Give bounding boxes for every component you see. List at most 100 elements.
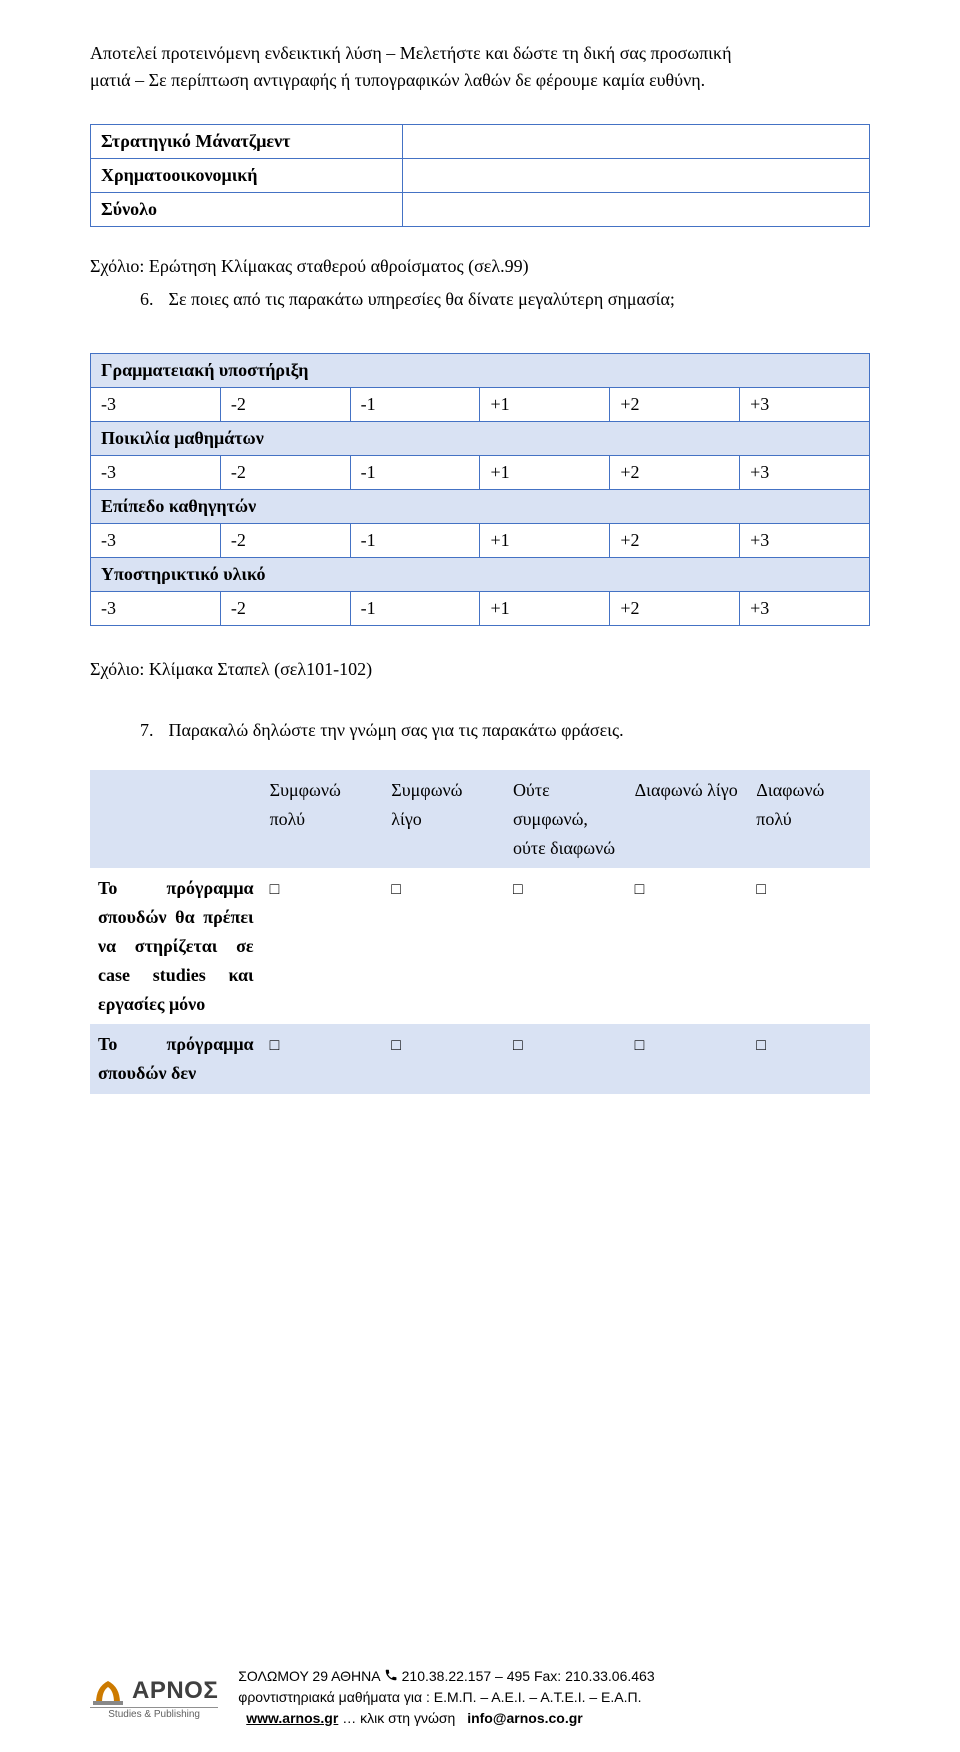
likert-table: Συμφωνώ πολύ Συμφωνώ λίγο Ούτε συμφωνώ, … [90,770,870,1094]
scale-cell: +1 [480,388,610,422]
footer-text: ΣΟΛΩΜΟΥ 29 ΑΘΗΝΑ 210.38.22.157 – 495 Fax… [238,1666,654,1728]
scale-cell: -1 [350,388,480,422]
scale-cell: -2 [220,456,350,490]
q6-number: 6. [140,286,164,313]
scale-cell: +3 [740,388,870,422]
intro-line1: Αποτελεί προτεινόμενη ενδεικτική λύση – … [90,43,732,63]
row-label: Σύνολο [91,193,403,227]
summary-table: Στρατηγικό Μάνατζμεντ Χρηματοοικονομική … [90,124,870,227]
footer-tagline: … κλικ στη γνώση [342,1710,455,1726]
checkbox-icon: □ [756,1038,766,1054]
scale-cell: +1 [480,456,610,490]
scale-cell: -3 [91,388,221,422]
checkbox-icon: □ [270,882,280,898]
likert-cell[interactable]: □ [505,868,627,1024]
scale-cell: +2 [610,388,740,422]
phone-icon [384,1667,398,1687]
likert-head: Διαφωνώ λίγο [627,770,749,868]
likert-cell[interactable]: □ [748,1024,870,1094]
row-empty [402,193,869,227]
checkbox-icon: □ [756,882,766,898]
footer-line2: φροντιστηριακά μαθήματα για : Ε.Μ.Π. – Α… [238,1687,654,1707]
table-row: Σύνολο [91,193,870,227]
likert-header-row: Συμφωνώ πολύ Συμφωνώ λίγο Ούτε συμφωνώ, … [90,770,870,868]
row-empty [402,159,869,193]
logo: ΑΡΝΟΣ Studies & Publishing [90,1673,218,1720]
checkbox-icon: □ [270,1038,280,1054]
checkbox-icon: □ [391,1038,401,1054]
likert-statement: Το πρόγραμμα σπουδών δεν [90,1024,262,1094]
scale-cell: +2 [610,524,740,558]
logo-text: ΑΡΝΟΣ [132,1677,218,1705]
scale-value-row: -3 -2 -1 +1 +2 +3 [91,592,870,626]
likert-cell[interactable]: □ [383,1024,505,1094]
question-6: 6. Σε ποιες από τις παρακάτω υπηρεσίες θ… [140,286,870,313]
scale-value-row: -3 -2 -1 +1 +2 +3 [91,456,870,490]
likert-row: Το πρόγραμμα σπουδών θα πρέπει να στηρίζ… [90,868,870,1024]
checkbox-icon: □ [513,882,523,898]
likert-cell[interactable]: □ [748,868,870,1024]
scale-cell: +3 [740,524,870,558]
likert-cell[interactable]: □ [627,868,749,1024]
table-row: Στρατηγικό Μάνατζμεντ [91,125,870,159]
likert-empty-head [90,770,262,868]
likert-head: Ούτε συμφωνώ, ούτε διαφωνώ [505,770,627,868]
checkbox-icon: □ [635,882,645,898]
likert-row: Το πρόγραμμα σπουδών δεν □ □ □ □ □ [90,1024,870,1094]
row-label: Στρατηγικό Μάνατζμεντ [91,125,403,159]
likert-cell[interactable]: □ [505,1024,627,1094]
scale-cell: -1 [350,592,480,626]
row-empty [402,125,869,159]
likert-cell[interactable]: □ [383,868,505,1024]
scale-cell: +1 [480,592,610,626]
likert-statement: Το πρόγραμμα σπουδών θα πρέπει να στηρίζ… [90,868,262,1024]
scale-cell: -3 [91,592,221,626]
checkbox-icon: □ [635,1038,645,1054]
scale-cell: +1 [480,524,610,558]
scale-header-row: Ποικιλία μαθημάτων [91,422,870,456]
intro-line2: ματιά – Σε περίπτωση αντιγραφής ή τυπογρ… [90,70,705,90]
footer-address: ΣΟΛΩΜΟΥ 29 ΑΘΗΝΑ [238,1668,380,1684]
scale-cell: -3 [91,456,221,490]
intro-paragraph: Αποτελεί προτεινόμενη ενδεικτική λύση – … [90,40,870,94]
footer-phones: 210.38.22.157 – 495 Fax: 210.33.06.463 [402,1668,655,1684]
scale-cell: -2 [220,388,350,422]
footer-site[interactable]: www.arnos.gr [246,1710,338,1726]
likert-cell[interactable]: □ [262,868,384,1024]
scale-cell: -3 [91,524,221,558]
scale-cell: -1 [350,456,480,490]
checkbox-icon: □ [391,882,401,898]
scale-header: Ποικιλία μαθημάτων [91,422,870,456]
scale-cell: -1 [350,524,480,558]
scale-value-row: -3 -2 -1 +1 +2 +3 [91,388,870,422]
likert-head: Συμφωνώ λίγο [383,770,505,868]
scale-cell: +3 [740,592,870,626]
scale-cell: -2 [220,592,350,626]
scale-table: Γραμματειακή υποστήριξη -3 -2 -1 +1 +2 +… [90,353,870,626]
scale-header: Υποστηρικτικό υλικό [91,558,870,592]
likert-cell[interactable]: □ [262,1024,384,1094]
page-footer: ΑΡΝΟΣ Studies & Publishing ΣΟΛΩΜΟΥ 29 ΑΘ… [0,1666,960,1728]
logo-icon [90,1673,126,1709]
scale-header-row: Επίπεδο καθηγητών [91,490,870,524]
footer-email[interactable]: info@arnos.co.gr [467,1710,583,1726]
scale-value-row: -3 -2 -1 +1 +2 +3 [91,524,870,558]
q7-text: Παρακαλώ δηλώστε την γνώμη σας για τις π… [169,720,624,740]
scale-cell: +2 [610,456,740,490]
checkbox-icon: □ [513,1038,523,1054]
scale-header-row: Υποστηρικτικό υλικό [91,558,870,592]
scale-header: Γραμματειακή υποστήριξη [91,354,870,388]
scale-header: Επίπεδο καθηγητών [91,490,870,524]
likert-head: Συμφωνώ πολύ [262,770,384,868]
scale-cell: +2 [610,592,740,626]
scale-cell: +3 [740,456,870,490]
table-row: Χρηματοοικονομική [91,159,870,193]
scale-cell: -2 [220,524,350,558]
comment-1: Σχόλιο: Ερώτηση Κλίμακας σταθερού αθροίσ… [90,253,870,280]
q6-text: Σε ποιες από τις παρακάτω υπηρεσίες θα δ… [169,289,675,309]
likert-head: Διαφωνώ πολύ [748,770,870,868]
scale-header-row: Γραμματειακή υποστήριξη [91,354,870,388]
likert-cell[interactable]: □ [627,1024,749,1094]
comment-2: Σχόλιο: Κλίμακα Σταπελ (σελ101-102) [90,656,870,683]
question-7: 7. Παρακαλώ δηλώστε την γνώμη σας για τι… [140,717,870,744]
